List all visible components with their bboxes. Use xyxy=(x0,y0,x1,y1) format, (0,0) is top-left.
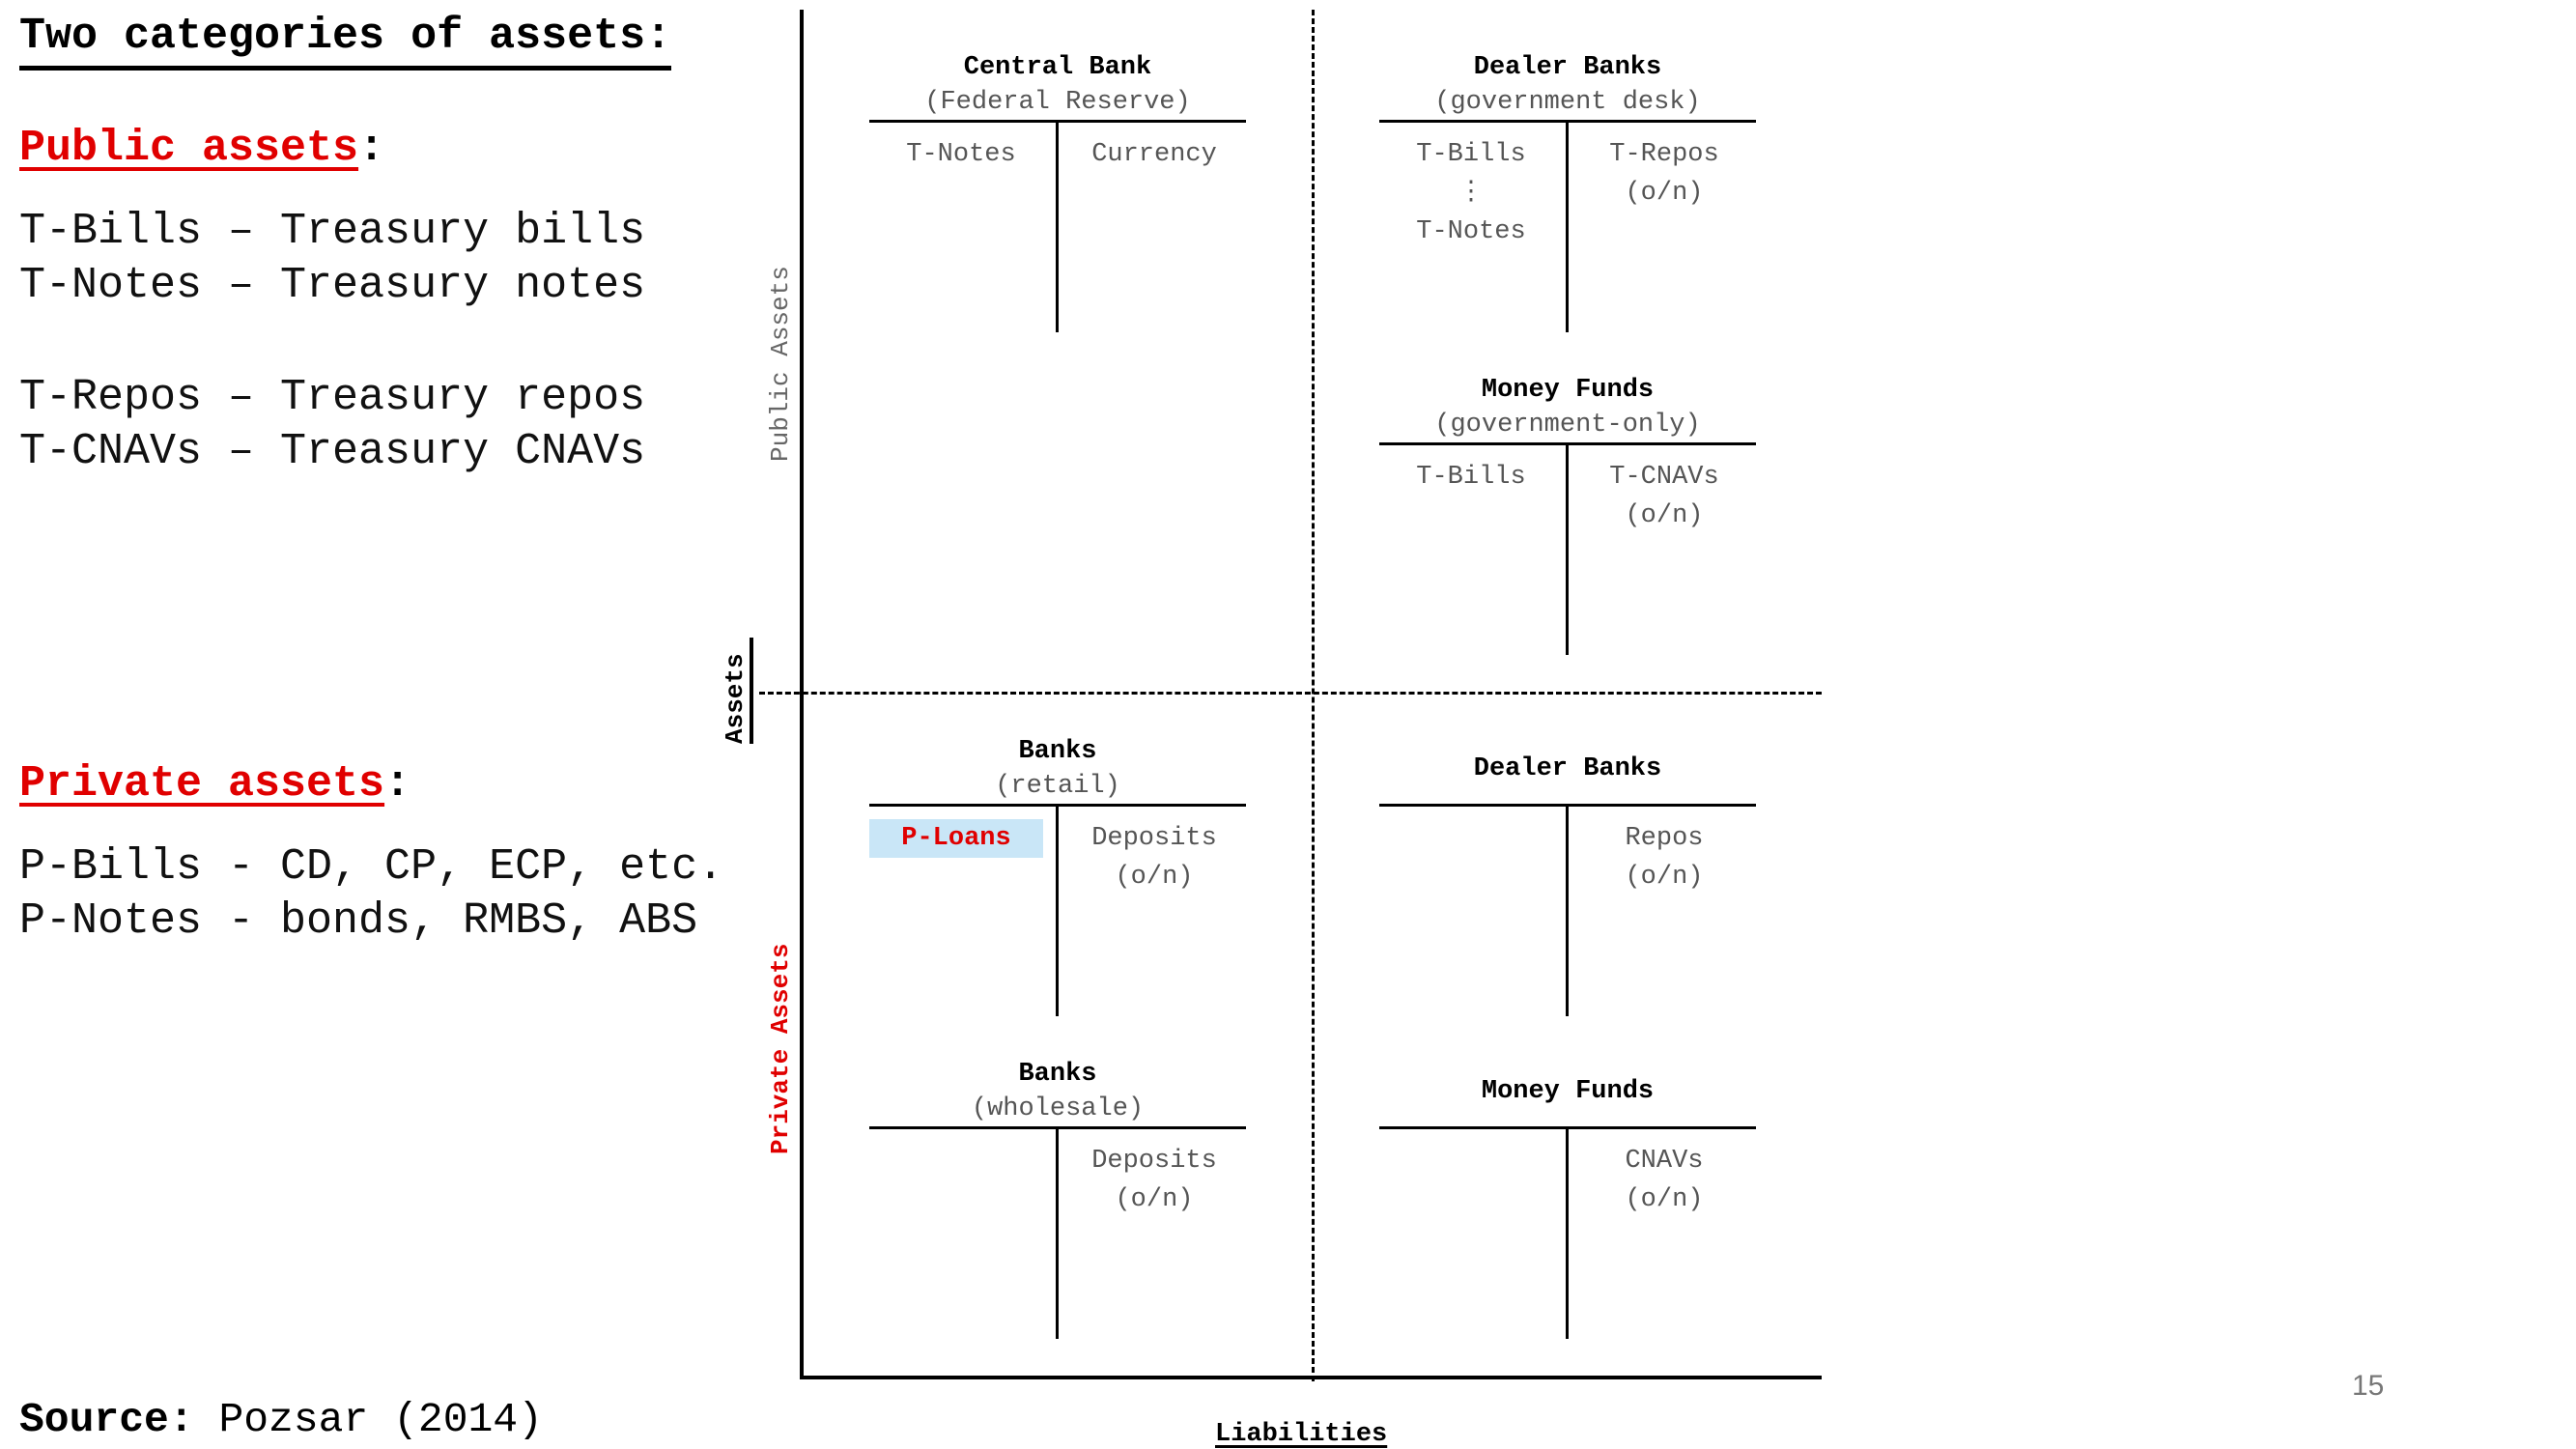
liability-entry: CNAVs (o/n) xyxy=(1625,1147,1704,1214)
private-assets-heading: Private assets: xyxy=(19,759,411,809)
t-account-banks-wholesale: Banks (wholesale) Deposits (o/n) xyxy=(869,1057,1246,1339)
liability-entry: T-CNAVs (o/n) xyxy=(1609,463,1719,530)
liability-entry: Currency xyxy=(1091,140,1217,169)
t-bar xyxy=(1379,1126,1756,1129)
public-assets-axis-label: Public Assets xyxy=(766,266,795,462)
t-stem xyxy=(1566,1129,1569,1339)
assets-axis-tick xyxy=(750,638,753,744)
liability-entry: Deposits (o/n) xyxy=(1091,1147,1217,1214)
horizontal-axis xyxy=(800,1376,1822,1379)
t-bar xyxy=(869,120,1246,123)
public-item-tcnavs: T-CNAVs – Treasury CNAVs xyxy=(19,427,646,476)
t-account-dealer-banks-private: Dealer Banks Repos (o/n) xyxy=(1379,734,1756,1016)
source-label: Source: xyxy=(19,1396,194,1443)
t-account-banks-retail: Banks (retail) P-Loans Deposits (o/n) xyxy=(869,734,1246,1016)
account-name: Money Funds xyxy=(1481,376,1655,405)
account-name: Money Funds xyxy=(1481,1077,1655,1106)
account-name: Banks xyxy=(1018,737,1097,766)
t-account-money-funds-private: Money Funds CNAVs (o/n) xyxy=(1379,1057,1756,1339)
t-stem xyxy=(1056,123,1059,332)
private-assets-axis-label: Private Assets xyxy=(766,943,795,1154)
source-line: Source: Pozsar (2014) xyxy=(19,1393,543,1447)
liability-entry: Repos (o/n) xyxy=(1625,824,1704,892)
account-sub: (retail) xyxy=(995,772,1120,801)
account-sub: (wholesale) xyxy=(971,1094,1145,1123)
public-item-tnotes: T-Notes – Treasury notes xyxy=(19,261,646,310)
account-name: Dealer Banks xyxy=(1473,53,1662,82)
t-bar xyxy=(869,1126,1246,1129)
t-bar xyxy=(1379,120,1756,123)
public-item-tbills: T-Bills – Treasury bills xyxy=(19,207,646,256)
vertical-axis xyxy=(800,10,804,1379)
asset-entry: T-Bills xyxy=(1416,463,1526,492)
t-account-dealer-banks-government: Dealer Banks (government desk) T-Bills ⋮… xyxy=(1379,50,1756,332)
t-account-central-bank: Central Bank (Federal Reserve) T-Notes C… xyxy=(869,50,1246,332)
public-assets-heading-text: Public assets xyxy=(19,124,359,173)
t-bar xyxy=(1379,804,1756,807)
t-stem xyxy=(1056,807,1059,1016)
account-sub: (government desk) xyxy=(1434,88,1701,117)
horizontal-divider xyxy=(759,692,1822,695)
t-stem xyxy=(1056,1129,1059,1339)
asset-entry: T-Notes xyxy=(906,140,1016,169)
liabilities-axis-label: Liabilities xyxy=(1215,1420,1388,1449)
p-loans-entry: P-Loans xyxy=(869,819,1043,858)
t-stem xyxy=(1566,445,1569,655)
slide-title: Two categories of assets: xyxy=(19,8,672,71)
account-name: Banks xyxy=(1018,1060,1097,1089)
account-name: Central Bank xyxy=(963,53,1152,82)
private-item-pbills: P-Bills - CD, CP, ECP, etc. xyxy=(19,842,724,892)
account-name: Dealer Banks xyxy=(1473,754,1662,783)
public-item-trepos: T-Repos – Treasury repos xyxy=(19,373,646,422)
account-sub: (Federal Reserve) xyxy=(924,88,1191,117)
private-item-pnotes: P-Notes - bonds, RMBS, ABS xyxy=(19,896,698,946)
liability-entry: T-Repos (o/n) xyxy=(1609,140,1719,208)
vertical-divider xyxy=(1312,10,1315,1381)
account-sub: (government-only) xyxy=(1434,411,1701,440)
t-bar xyxy=(1379,442,1756,445)
assets-axis-label: Assets xyxy=(721,653,750,744)
t-account-money-funds-government: Money Funds (government-only) T-Bills T-… xyxy=(1379,373,1756,655)
t-bar xyxy=(869,804,1246,807)
page-number: 15 xyxy=(2352,1370,2385,1402)
public-assets-heading: Public assets: xyxy=(19,124,385,173)
t-stem xyxy=(1566,123,1569,332)
t-stem xyxy=(1566,807,1569,1016)
source-value: Pozsar (2014) xyxy=(218,1396,543,1443)
asset-entry: T-Bills ⋮ T-Notes xyxy=(1416,140,1526,246)
liability-entry: Deposits (o/n) xyxy=(1091,824,1217,892)
private-assets-heading-text: Private assets xyxy=(19,759,385,809)
